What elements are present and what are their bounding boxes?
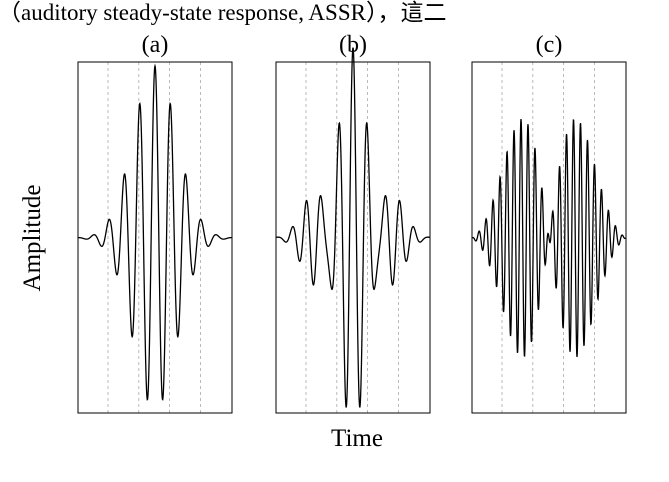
waveform	[275, 47, 431, 408]
waveform	[471, 119, 627, 357]
panel-frame	[77, 61, 233, 414]
waveform	[77, 63, 233, 401]
panel-label: (c)	[536, 32, 563, 58]
panel-label: (a)	[142, 32, 169, 58]
panel-frame	[471, 61, 627, 414]
x-axis-label: Time	[331, 425, 383, 452]
panel-frame	[275, 61, 431, 414]
y-axis-label: Amplitude	[19, 185, 46, 292]
header-text: （auditory steady-state response, ASSR），這…	[0, 0, 446, 25]
